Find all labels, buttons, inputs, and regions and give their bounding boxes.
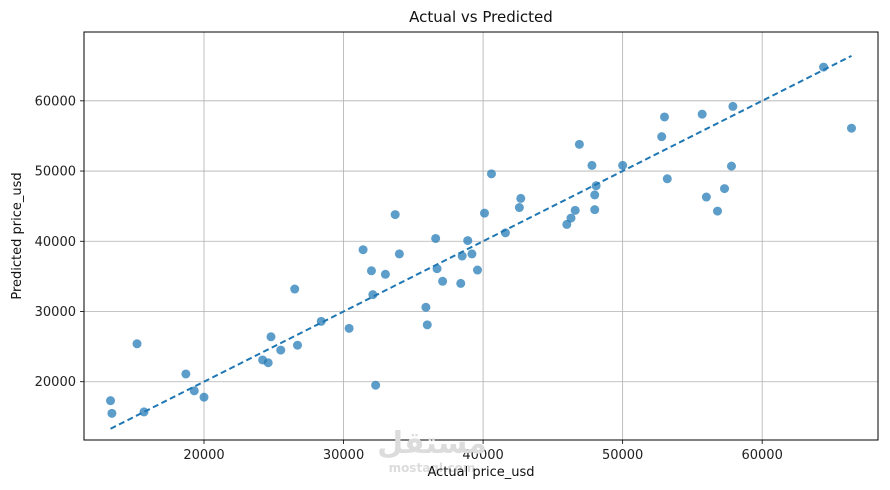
plot-area-frame	[83, 31, 879, 441]
data-point	[479, 208, 489, 218]
reference-line	[110, 54, 852, 430]
data-point	[590, 190, 600, 200]
data-point	[659, 112, 669, 122]
data-point	[566, 213, 576, 223]
data-point	[846, 123, 856, 133]
data-point	[516, 193, 526, 203]
data-point	[421, 302, 431, 312]
y-tick-label: 40000	[35, 235, 76, 250]
y-tick-label: 60000	[35, 94, 76, 109]
y-tick-label: 50000	[35, 165, 76, 180]
data-point	[657, 132, 667, 142]
data-point	[728, 101, 738, 111]
data-point	[371, 380, 381, 390]
data-point	[263, 358, 273, 368]
x-axis: 20000 30000 40000 50000 60000	[183, 440, 783, 463]
y-axis-label: Predicted price_usd	[10, 172, 25, 299]
data-point	[618, 160, 628, 170]
data-point	[290, 284, 300, 294]
data-point	[726, 161, 736, 171]
data-point	[106, 396, 116, 406]
data-point	[701, 192, 711, 202]
watermark-logo: مستقل mostaql.com	[377, 426, 487, 475]
data-point	[380, 269, 390, 279]
data-point	[422, 320, 432, 330]
x-tick-label: 40000	[462, 448, 503, 463]
data-point	[467, 249, 477, 259]
y-tick-label: 20000	[35, 375, 76, 390]
data-point	[368, 290, 378, 300]
data-point	[570, 205, 580, 215]
data-point	[276, 345, 286, 355]
data-point	[358, 245, 368, 255]
data-point	[293, 340, 303, 350]
data-point	[473, 265, 483, 275]
data-point	[199, 392, 209, 402]
data-point	[463, 236, 473, 246]
y-tick-label: 30000	[35, 305, 76, 320]
data-point	[590, 205, 600, 215]
data-point	[486, 169, 496, 179]
scatter-points	[106, 62, 856, 418]
data-point	[107, 408, 117, 418]
grid	[84, 32, 878, 440]
data-point	[574, 139, 584, 149]
watermark-latin-text: mostaql.com	[389, 461, 476, 475]
data-point	[390, 210, 400, 220]
data-point	[394, 249, 404, 259]
data-point	[562, 219, 572, 229]
data-point	[438, 276, 448, 286]
data-point	[697, 109, 707, 119]
data-point	[366, 266, 376, 276]
x-axis-label: Actual price_usd	[428, 465, 535, 480]
x-tick-label: 30000	[323, 448, 364, 463]
data-point	[720, 184, 730, 194]
data-point	[713, 206, 723, 216]
x-tick-label: 20000	[183, 448, 224, 463]
data-point	[266, 332, 276, 342]
data-point	[662, 174, 672, 184]
data-point	[514, 203, 524, 213]
x-tick-label: 60000	[741, 448, 782, 463]
data-point	[132, 339, 142, 349]
data-point	[344, 323, 354, 333]
data-point	[587, 160, 597, 170]
x-tick-label: 50000	[602, 448, 643, 463]
data-point	[456, 278, 466, 288]
data-point	[181, 369, 191, 379]
y-axis: 20000 30000 40000 50000 60000	[35, 94, 84, 390]
data-point	[431, 233, 441, 243]
chart-title: Actual vs Predicted	[409, 8, 553, 26]
watermark-arabic-text: مستقل	[377, 426, 487, 461]
